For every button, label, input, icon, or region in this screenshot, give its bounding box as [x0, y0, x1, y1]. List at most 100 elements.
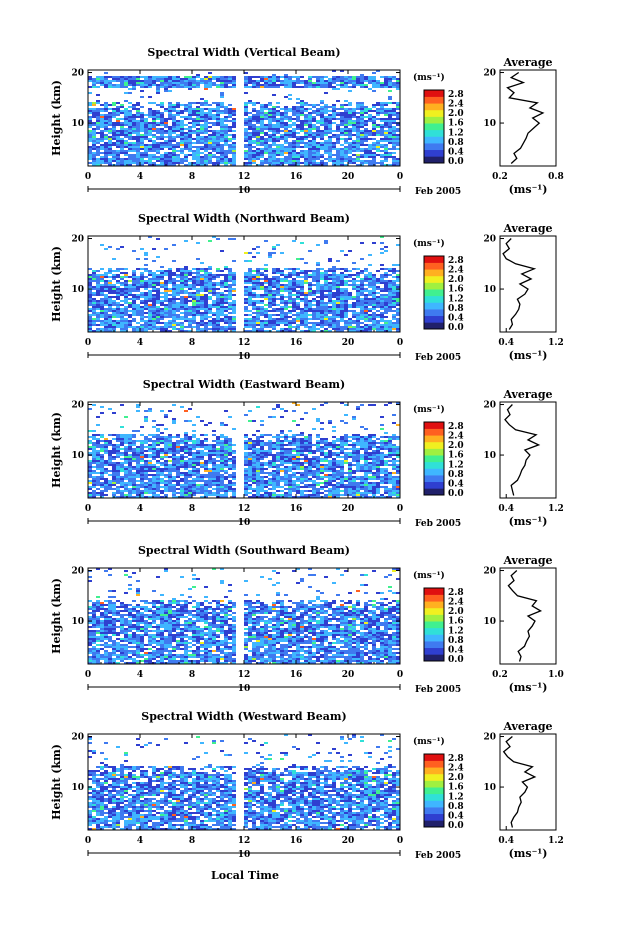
heatmap-cell	[380, 330, 384, 332]
heatmap-cell	[112, 292, 116, 294]
heatmap-cell	[352, 126, 356, 128]
heatmap-cell	[108, 122, 112, 124]
heatmap-cell	[244, 138, 248, 140]
heatmap-cell	[356, 318, 360, 320]
heatmap-cell	[380, 440, 384, 442]
heatmap-cell	[156, 326, 160, 328]
heatmap-cell	[216, 304, 220, 306]
heatmap-cell	[376, 80, 380, 82]
heatmap-cell	[284, 280, 288, 282]
heatmap-cell	[336, 152, 340, 154]
heatmap-cell	[316, 264, 320, 266]
heatmap-cell	[284, 78, 288, 80]
heatmap-cell	[380, 86, 384, 88]
heatmap-cell	[256, 140, 260, 142]
heatmap-cell	[112, 314, 116, 316]
heatmap-cell	[100, 312, 104, 314]
heatmap-cell	[104, 272, 108, 274]
heatmap-cell	[132, 312, 136, 314]
heatmap-cell	[216, 158, 220, 160]
heatmap-cell	[112, 274, 116, 276]
heatmap-cell	[140, 160, 144, 162]
heatmap-cell	[96, 162, 100, 164]
heatmap-cell	[384, 152, 388, 154]
colorbar-swatch	[424, 282, 444, 290]
heatmap-cell	[320, 292, 324, 294]
heatmap-cell	[368, 300, 372, 302]
heatmap-cell	[212, 284, 216, 286]
heatmap-cell	[164, 272, 168, 274]
heatmap-cell	[120, 164, 124, 166]
heatmap-cell	[104, 110, 108, 112]
heatmap-cell	[368, 162, 372, 164]
heatmap-cell	[292, 118, 296, 120]
heatmap-cell	[384, 440, 388, 442]
heatmap-cell	[312, 310, 316, 312]
heatmap-cell	[264, 104, 268, 106]
heatmap-cell	[168, 86, 172, 88]
heatmap-cell	[296, 286, 300, 288]
heatmap-cell	[156, 290, 160, 292]
heatmap-cell	[384, 86, 388, 88]
heatmap-cell	[284, 84, 288, 86]
heatmap-cell	[280, 154, 284, 156]
heatmap-cell	[216, 308, 220, 310]
heatmap-cell	[264, 148, 268, 150]
heatmap-cell	[360, 258, 364, 260]
heatmap-cell	[164, 312, 168, 314]
heatmap-cell	[100, 108, 104, 110]
heatmap-cell	[356, 300, 360, 302]
heatmap-cell	[276, 132, 280, 134]
heatmap-cell	[156, 276, 160, 278]
heatmap-cell	[88, 408, 92, 410]
heatmap-cell	[148, 154, 152, 156]
heatmap-cell	[308, 104, 312, 106]
heatmap-cell	[380, 278, 384, 280]
heatmap-cell	[388, 136, 392, 138]
heatmap-cell	[284, 156, 288, 158]
heatmap-cell	[248, 314, 252, 316]
heatmap-cell	[292, 146, 296, 148]
heatmap-cell	[288, 150, 292, 152]
heatmap-cell	[148, 284, 152, 286]
heatmap-cell	[328, 422, 332, 424]
heatmap-cell	[260, 302, 264, 304]
heatmap-cell	[368, 314, 372, 316]
heatmap-cell	[212, 286, 216, 288]
heatmap-cell	[180, 270, 184, 272]
heatmap-cell	[376, 296, 380, 298]
heatmap-cell	[196, 114, 200, 116]
heatmap-cell	[228, 308, 232, 310]
heatmap-cell	[112, 300, 116, 302]
heatmap-cell	[288, 160, 292, 162]
heatmap-cell	[112, 110, 116, 112]
heatmap-cell	[384, 308, 388, 310]
heatmap-cell	[96, 318, 100, 320]
heatmap-cell	[128, 92, 132, 94]
profile-y-tick-label: 20	[483, 69, 496, 79]
heatmap-cell	[348, 320, 352, 322]
heatmap-cell	[380, 306, 384, 308]
heatmap-cell	[188, 164, 192, 166]
heatmap-cell	[332, 276, 336, 278]
heatmap-cell	[256, 86, 260, 88]
heatmap-cell	[132, 272, 136, 274]
heatmap-cell	[92, 308, 96, 310]
heatmap-cell	[196, 296, 200, 298]
heatmap-cell	[168, 142, 172, 144]
heatmap-cell	[180, 304, 184, 306]
heatmap-cell	[176, 308, 180, 310]
heatmap-cell	[360, 162, 364, 164]
heatmap-cell	[388, 112, 392, 114]
heatmap-cell	[228, 104, 232, 106]
heatmap-cell	[120, 316, 124, 318]
heatmap-cell	[176, 102, 180, 104]
heatmap-cell	[136, 126, 140, 128]
heatmap-cell	[136, 152, 140, 154]
heatmap-cell	[192, 310, 196, 312]
heatmap-cell	[128, 78, 132, 80]
heatmap-cell	[92, 138, 96, 140]
heatmap-cell	[232, 316, 236, 318]
heatmap-cell	[300, 138, 304, 140]
heatmap-cell	[252, 84, 256, 86]
